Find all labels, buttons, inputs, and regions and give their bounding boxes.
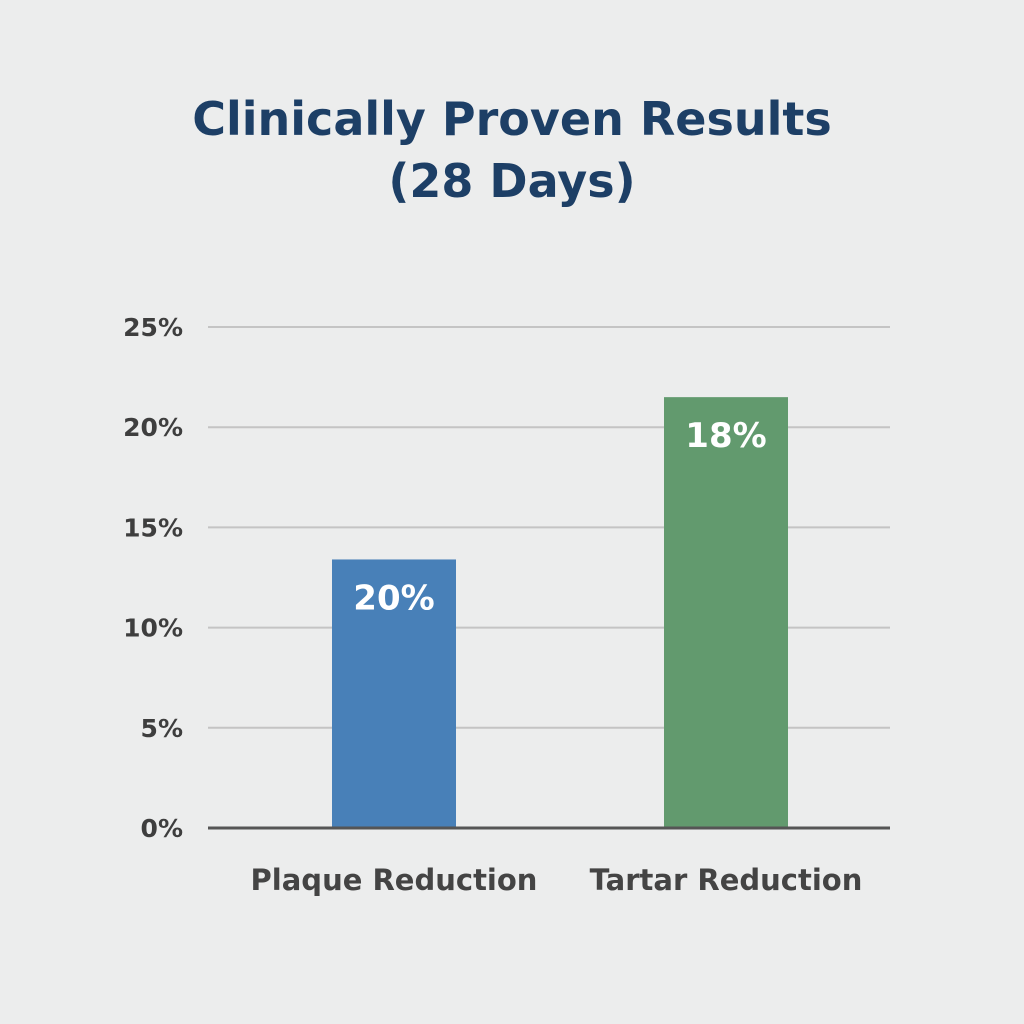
y-tick-label: 25% [123,313,183,342]
data-label: 18% [685,416,766,456]
y-tick-label: 5% [141,714,183,743]
y-tick-label: 0% [141,814,183,843]
y-tick-label: 15% [123,513,183,542]
bar-tartar-reduction [664,397,788,828]
y-tick-label: 20% [123,413,183,442]
y-tick-label: 10% [123,614,183,643]
x-category-label: Plaque Reduction [251,863,538,897]
data-label: 20% [353,578,434,618]
chart-title-line-2: (28 Days) [388,154,636,208]
bar-plaque-reduction [332,559,456,828]
chart-title-line-1: Clinically Proven Results [192,92,832,146]
x-category-label: Tartar Reduction [590,863,863,897]
chart-title: Clinically Proven Results (28 Days) [0,88,1024,212]
